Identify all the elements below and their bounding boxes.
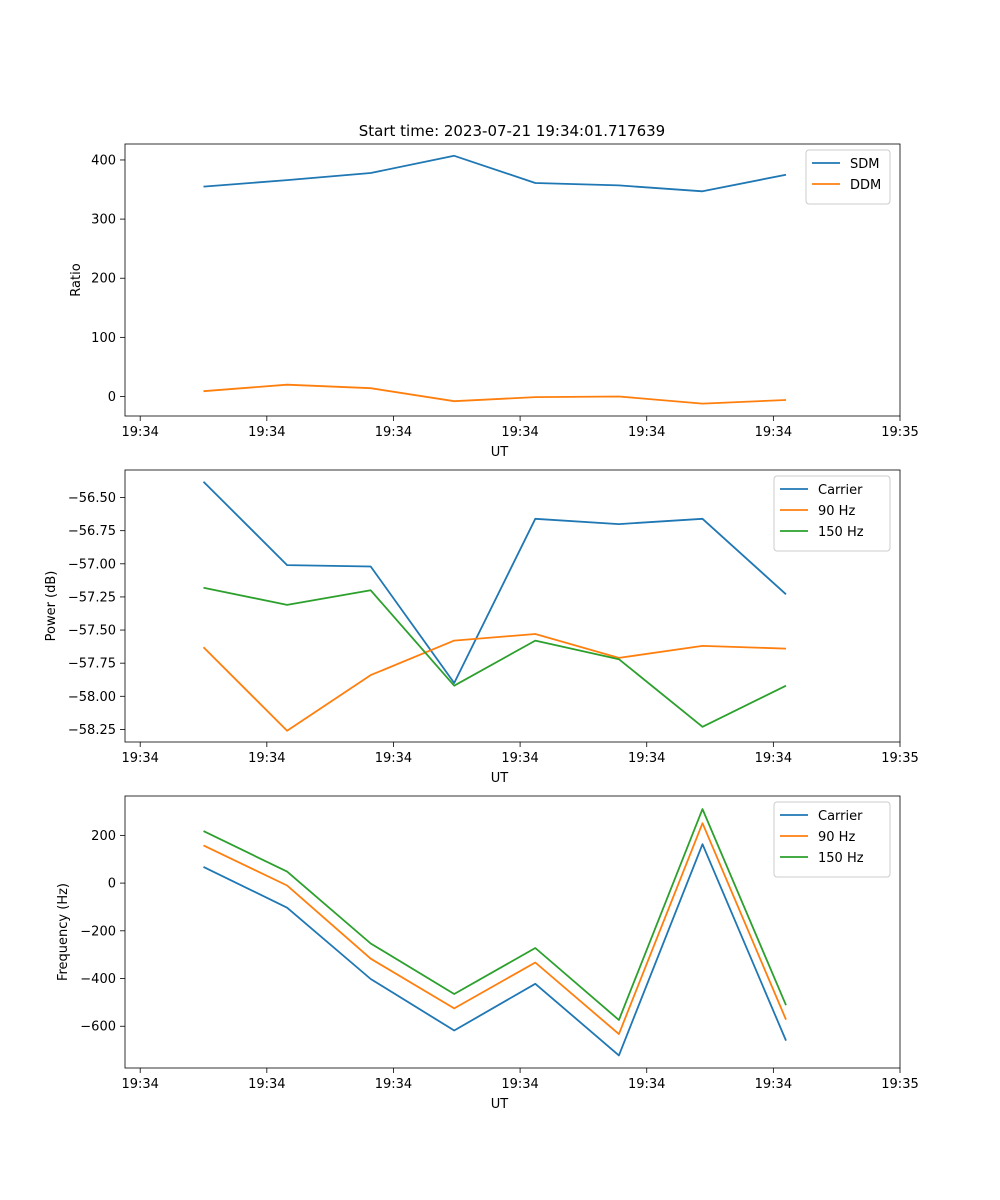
x-tick-label: 19:34: [628, 425, 665, 440]
x-tick-label: 19:34: [501, 425, 538, 440]
x-axis-label: UT: [491, 1097, 509, 1112]
series-line-150-hz: [203, 808, 787, 1021]
y-tick-label: −57.00: [68, 557, 116, 572]
legend: Carrier 90 Hz 150 Hz: [773, 475, 891, 552]
legend-label: SDM: [850, 157, 879, 172]
y-tick-label: 0: [108, 390, 116, 405]
legend: Carrier 90 Hz 150 Hz: [773, 801, 891, 878]
figure-title: Start time: 2023-07-21 19:34:01.717639: [359, 122, 665, 140]
legend-label: 150 Hz: [818, 525, 864, 540]
x-tick-label: 19:34: [248, 425, 285, 440]
legend-box: [773, 475, 891, 552]
x-tick-label: 19:35: [881, 751, 918, 766]
y-tick-label: −400: [80, 972, 116, 987]
x-tick-label: 19:34: [628, 1077, 665, 1092]
y-axis-label: Frequency (Hz): [56, 883, 71, 981]
y-tick-label: −57.75: [68, 657, 116, 672]
legend-label: 90 Hz: [818, 830, 855, 845]
series-line-90-hz: [203, 822, 787, 1035]
axes-frame: [124, 143, 901, 417]
x-tick-label: 19:34: [755, 1077, 792, 1092]
legend-label: Carrier: [818, 809, 863, 824]
x-tick-label: 19:34: [248, 1077, 285, 1092]
x-tick-label: 19:34: [755, 751, 792, 766]
y-tick-label: 0: [108, 877, 116, 892]
legend-label: 150 Hz: [818, 851, 864, 866]
y-tick-label: −56.75: [68, 524, 116, 539]
x-tick-label: 19:34: [628, 751, 665, 766]
y-tick-label: −200: [80, 924, 116, 939]
x-tick-label: 19:34: [501, 1077, 538, 1092]
axes-frame: [124, 469, 901, 743]
y-tick-label: −57.25: [68, 590, 116, 605]
series-line-carrier: [202, 481, 787, 684]
y-tick-label: −58.25: [68, 723, 116, 738]
y-tick-label: 200: [91, 272, 116, 287]
series-line-90-hz: [202, 633, 787, 732]
chart-panel-1: 19:34 19:34 19:34 19:34 19:34 19:34 19:35 0 100 2…: [69, 143, 919, 460]
y-tick-label: −58.00: [68, 690, 116, 705]
legend-label: Carrier: [818, 483, 863, 498]
x-tick-label: 19:34: [121, 1077, 158, 1092]
chart-panel-3: 19:34 19:34 19:34 19:34 19:34 19:34 19:35 −600 −…: [56, 795, 919, 1112]
legend-box: [773, 801, 891, 878]
x-tick-label: 19:34: [755, 425, 792, 440]
legend: SDM DDM: [805, 149, 891, 205]
y-axis-label: Power (dB): [44, 571, 59, 642]
x-tick-label: 19:34: [501, 751, 538, 766]
x-axis-label: UT: [491, 771, 509, 786]
x-tick-label: 19:34: [121, 425, 158, 440]
y-tick-label: 200: [91, 829, 116, 844]
x-tick-label: 19:34: [248, 751, 285, 766]
x-tick-label: 19:34: [121, 751, 158, 766]
x-axis-label: UT: [491, 445, 509, 460]
y-tick-label: 100: [91, 331, 116, 346]
y-tick-label: 300: [91, 213, 116, 228]
x-tick-label: 19:34: [375, 1077, 412, 1092]
x-tick-label: 19:35: [881, 425, 918, 440]
chart-panel-2: 19:34 19:34 19:34 19:34 19:34 19:34 19:35 −58.2…: [44, 469, 919, 786]
x-tick-label: 19:35: [881, 1077, 918, 1092]
y-tick-label: 400: [91, 153, 116, 168]
axes-frame: [124, 795, 901, 1069]
legend-label: 90 Hz: [818, 504, 855, 519]
legend-label: DDM: [850, 178, 881, 193]
y-tick-label: −57.50: [68, 624, 116, 639]
series-line-150-hz: [203, 586, 787, 728]
y-tick-label: −56.50: [68, 491, 116, 506]
series-line-ddm: [203, 383, 787, 405]
series-line-carrier: [203, 843, 787, 1057]
y-axis-label: Ratio: [69, 263, 84, 296]
panels: 19:34 19:34 19:34 19:34 19:34 19:34 19:35 0 100 2…: [44, 143, 919, 1112]
y-tick-label: −600: [80, 1020, 116, 1035]
x-tick-label: 19:34: [375, 751, 412, 766]
series-line-sdm: [203, 154, 787, 193]
x-tick-label: 19:34: [375, 425, 412, 440]
